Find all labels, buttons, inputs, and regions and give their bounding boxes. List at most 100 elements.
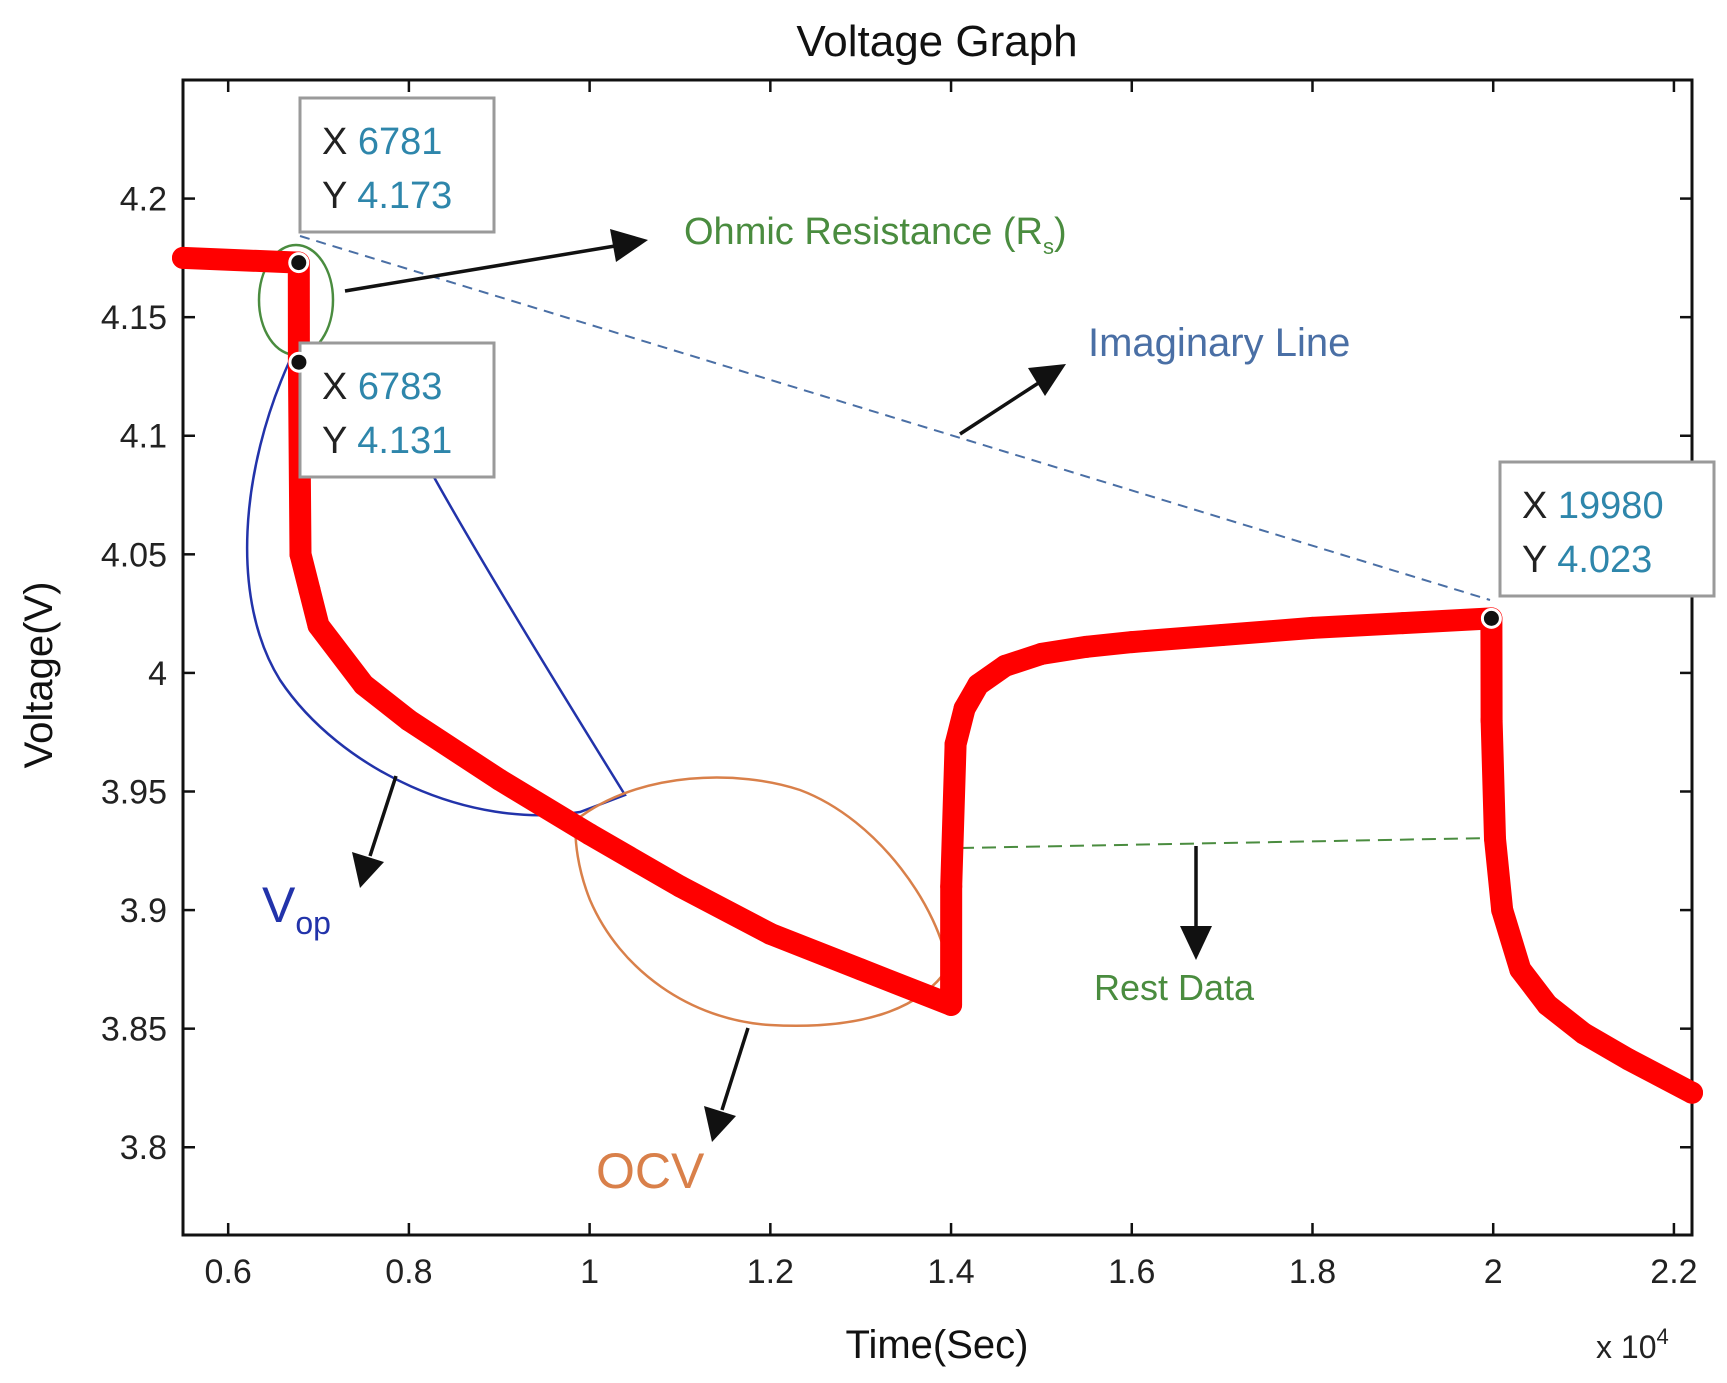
data-point [298,578,321,601]
ohmic-resistance-close: ) [1054,211,1067,253]
data-point [967,673,990,696]
y-tick-label: 3.9 [120,892,167,930]
x-tick-label: 1.8 [1289,1253,1336,1291]
vop-label: Vop [262,877,331,941]
vop-text: V [262,877,296,933]
data-point [172,246,194,269]
data-point [1536,993,1559,1016]
ocv-label: OCV [596,1143,705,1199]
data-point [1681,1081,1703,1104]
imaginary-arrow [959,364,1066,436]
data-point [1491,899,1514,922]
data-point [994,654,1017,677]
datatip-box [298,341,496,479]
datatip-y-key: Y [322,420,357,462]
x-tick-label: 0.8 [385,1253,432,1291]
datatip-marker [288,252,310,274]
y-tick-label: 3.85 [101,1011,167,1049]
x-tick-label: 2.2 [1650,1253,1697,1291]
y-tick-label: 4.15 [101,299,167,337]
ohmic-resistance-label: Ohmic Resistance (Rs) [684,211,1067,259]
x-tick-label: 1.2 [747,1253,794,1291]
data-point [944,733,967,756]
x-multiplier-exponent: 4 [1656,1324,1668,1349]
datatip-marker [288,351,310,373]
x-tick-label: 1 [580,1253,599,1291]
data-point [289,543,312,566]
y-tick-label: 4.05 [101,536,167,574]
ohmic-resistance-subscript: s [1043,234,1054,259]
datatip-x-row: X 6781 [322,121,442,163]
datatip[interactable]: X 19980 Y 4.023 [1480,460,1716,629]
data-point [1617,1048,1640,1071]
datatip-y-value: 4.131 [357,420,452,462]
x-tick-label: 2 [1484,1253,1503,1291]
rest-arrow [1180,846,1212,960]
data-point [1030,642,1053,665]
data-point [1480,709,1503,732]
data-point [1301,616,1324,639]
datatip-y-key: Y [1522,539,1557,581]
chart-title: Voltage Graph [796,17,1077,66]
datatip-x-value: 6781 [358,121,443,163]
datatip-box [1498,460,1716,598]
datatip-marker [1480,607,1502,629]
data-point [307,614,330,637]
rest-data-label: Rest Data [1094,967,1255,1008]
datatip-x-key: X [322,121,358,163]
y-tick-label: 4.2 [120,181,167,219]
vop-outline [245,359,627,817]
x-tick-label: 1.4 [927,1253,974,1291]
datatip-y-value: 4.173 [357,175,452,217]
data-point [352,673,375,696]
data-point [940,875,963,898]
y-tick-label: 3.8 [120,1129,167,1167]
datatip-x-value: 19980 [1558,485,1664,527]
datatip-x-key: X [322,366,358,408]
series-layer [172,246,1703,1104]
data-point [397,709,420,732]
datatip-box [298,96,496,234]
datatip-x-row: X 6783 [322,366,442,408]
data-point [1120,631,1143,654]
data-point [1075,635,1098,658]
data-point [1211,623,1234,646]
series-line [172,246,1703,1104]
data-point [953,697,976,720]
y-tick-label: 4 [148,655,167,693]
axis-ticks [183,80,1692,1235]
y-tick-label: 4.1 [120,418,167,456]
data-point [578,823,601,846]
datatip-x-row: X 19980 [1522,485,1664,527]
data-point [1572,1022,1595,1045]
x-tick-label: 1.6 [1108,1253,1155,1291]
datatip-y-row: Y 4.131 [322,420,452,462]
x-multiplier: x 104 [1596,1324,1669,1365]
ocv-arrow [704,1027,750,1142]
data-point [1391,612,1414,635]
axis-tick-labels: 0.6 0.8 1 1.2 1.4 1.6 1.8 2 2.2 3.8 3.85 3.9 3.95 4 4.… [101,181,1698,1291]
datatip-x-value: 6783 [358,366,443,408]
data-point [1509,958,1532,981]
x-axis-label: Time(Sec) [846,1323,1029,1367]
datatip-y-row: Y 4.023 [1522,539,1652,581]
rest-data-line [959,837,1491,849]
imaginary-line-label: Imaginary Line [1088,321,1350,365]
datatip-y-value: 4.023 [1557,539,1652,581]
data-point [1484,827,1507,850]
vop-arrow [352,775,398,888]
plot-area [181,78,1694,1237]
data-point [668,875,691,898]
x-multiplier-base: x 10 [1596,1329,1656,1365]
vop-subscript: op [295,905,331,941]
data-point [488,768,511,791]
ohmic-arrow [344,229,648,293]
datatip-y-key: Y [322,175,357,217]
datatip-y-row: Y 4.173 [322,175,452,217]
data-point [849,958,872,981]
y-tick-label: 3.95 [101,773,167,811]
